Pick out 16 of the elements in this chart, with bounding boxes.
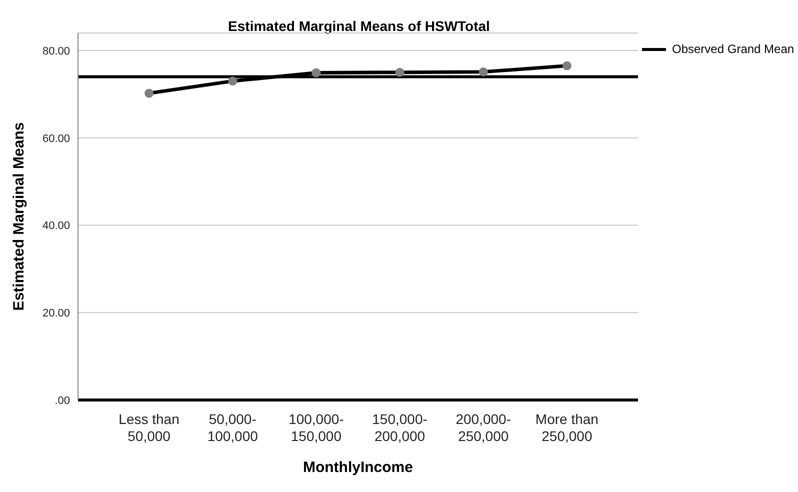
legend-box: Observed Grand Mean [642,42,794,56]
y-tick-label: 40.00 [42,220,70,232]
x-tick-label: 50,000-100,000 [207,411,258,444]
y-tick-label: .00 [54,394,70,407]
legend-label: Observed Grand Mean [672,42,794,56]
y-axis-title: Estimated Marginal Means [10,122,28,311]
y-tick-label: 20.00 [42,308,70,320]
x-tick-label: 150,000-200,000 [372,411,428,444]
y-tick-label: 60.00 [42,132,70,145]
y-tick-label: 80.00 [42,45,70,58]
chart-title: Estimated Marginal Means of HSWTotal [227,18,491,34]
x-tick-label: 100,000-150,000 [288,411,344,444]
x-tick-label: 200,000-250,000 [456,411,512,444]
x-axis-title: MonthlyIncome [302,459,414,476]
x-tick-label: More than 250,000 [535,411,598,444]
x-tick-label: Less than 50,000 [118,411,180,444]
